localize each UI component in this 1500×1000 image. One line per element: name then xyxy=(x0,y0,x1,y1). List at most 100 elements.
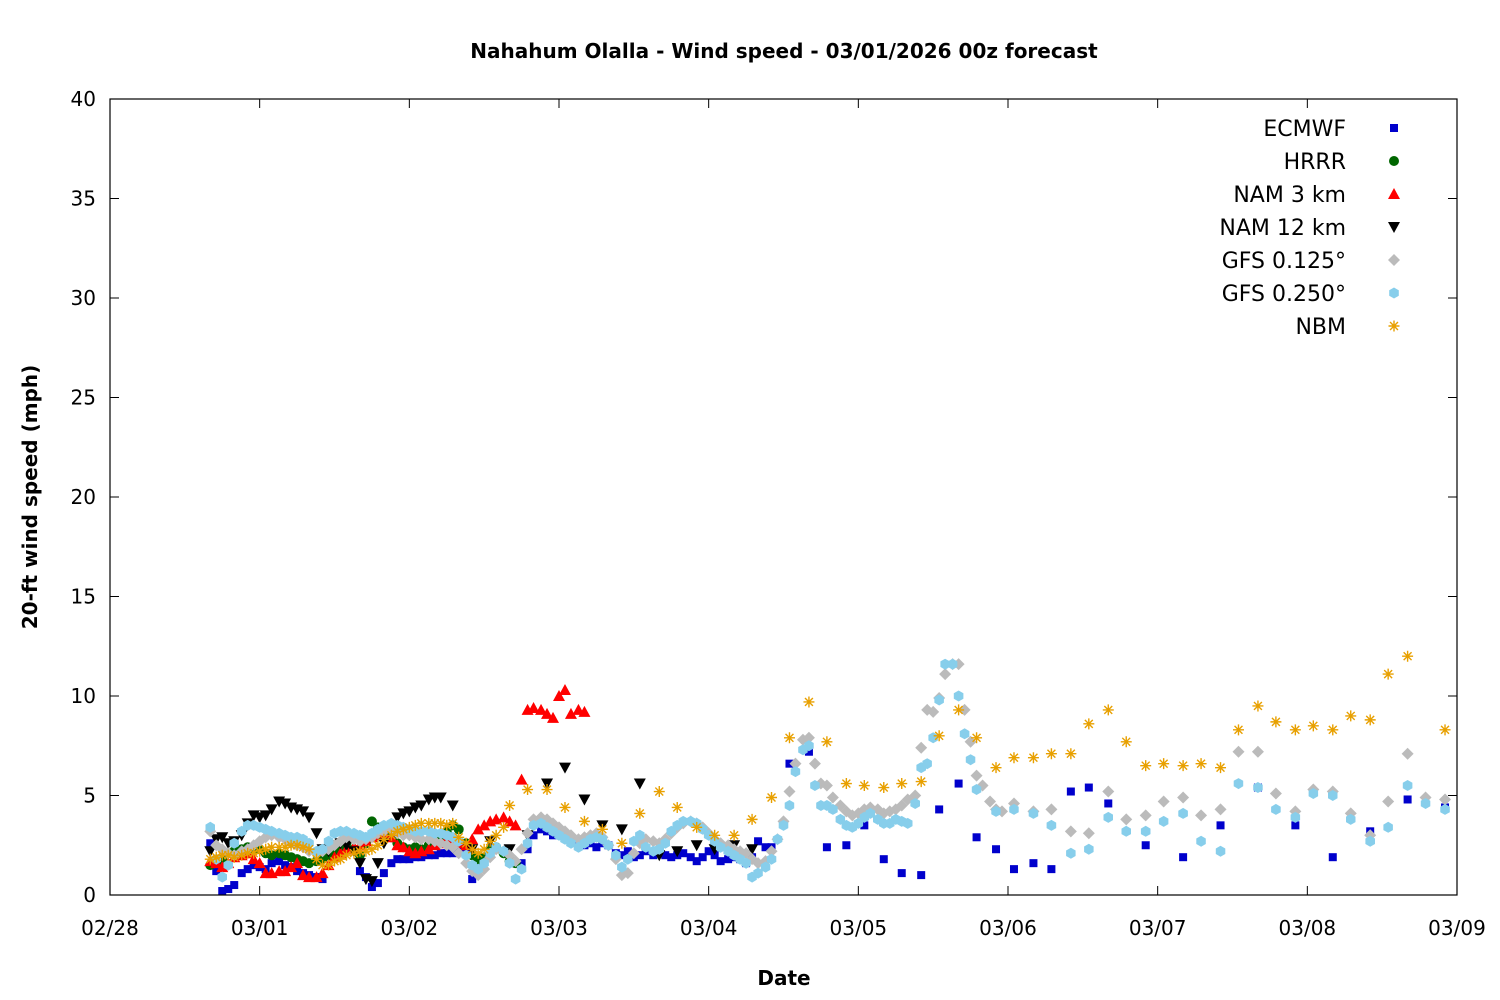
data-point xyxy=(971,784,982,795)
data-point xyxy=(323,859,335,871)
data-point xyxy=(617,851,626,860)
data-point xyxy=(1195,758,1207,770)
data-point xyxy=(397,823,409,835)
data-point xyxy=(971,732,983,744)
data-point xyxy=(840,778,852,790)
data-point xyxy=(304,858,315,869)
data-point xyxy=(267,859,276,868)
data-point xyxy=(1440,803,1450,815)
data-point xyxy=(266,841,278,853)
data-point xyxy=(641,841,651,853)
data-point xyxy=(1382,795,1395,808)
data-point xyxy=(230,881,239,890)
data-point xyxy=(442,849,451,858)
data-point xyxy=(371,858,384,870)
data-point xyxy=(992,845,1001,854)
data-point xyxy=(915,741,928,754)
series-3 xyxy=(204,762,759,888)
data-point xyxy=(243,865,252,874)
data-point xyxy=(341,825,352,837)
data-point xyxy=(460,837,472,849)
data-point xyxy=(661,851,670,860)
data-point xyxy=(423,817,435,829)
data-point xyxy=(1139,809,1152,822)
y-tick-label: 15 xyxy=(71,585,96,609)
data-point xyxy=(804,747,813,756)
data-point xyxy=(634,807,646,819)
data-point xyxy=(479,857,489,869)
data-point xyxy=(397,841,410,853)
data-point xyxy=(686,853,695,862)
data-point xyxy=(1382,668,1394,680)
data-point xyxy=(468,875,477,884)
data-point xyxy=(766,791,778,803)
data-point xyxy=(435,817,447,829)
data-point xyxy=(820,779,833,792)
data-point xyxy=(275,857,284,866)
legend-label: NAM 12 km xyxy=(1219,216,1346,241)
data-point xyxy=(1008,752,1020,764)
data-point xyxy=(810,780,820,791)
data-point xyxy=(521,827,534,840)
data-point xyxy=(603,839,614,851)
data-point xyxy=(1290,811,1301,823)
data-point xyxy=(285,839,297,851)
data-point xyxy=(947,658,958,670)
data-point xyxy=(865,807,876,819)
x-tick-label: 03/04 xyxy=(680,916,738,940)
data-point xyxy=(466,843,478,855)
data-point xyxy=(564,707,577,719)
data-point xyxy=(1140,760,1152,772)
data-point xyxy=(715,841,726,853)
x-tick-label: 03/01 xyxy=(231,916,289,940)
data-point xyxy=(222,849,234,861)
data-point xyxy=(596,823,608,835)
data-point xyxy=(466,833,479,845)
data-point xyxy=(826,791,839,804)
data-point xyxy=(728,829,740,841)
data-point xyxy=(954,779,963,788)
data-point xyxy=(953,690,964,702)
data-point xyxy=(254,845,266,857)
data-point xyxy=(935,805,944,814)
data-point xyxy=(490,829,502,841)
data-point xyxy=(928,732,938,744)
data-point xyxy=(879,855,888,864)
data-point xyxy=(285,861,298,873)
data-point xyxy=(617,861,627,873)
data-point xyxy=(1253,782,1263,793)
data-point xyxy=(547,711,560,723)
legend-marker xyxy=(1389,156,1399,166)
legend-label: HRRR xyxy=(1284,150,1346,175)
data-point xyxy=(217,871,227,883)
x-tick-label: 03/02 xyxy=(381,916,439,940)
data-point xyxy=(616,837,628,849)
data-point xyxy=(303,843,315,855)
data-point xyxy=(1141,841,1150,850)
data-point xyxy=(429,817,441,829)
data-point xyxy=(1140,825,1151,837)
data-point xyxy=(541,784,553,796)
data-point xyxy=(372,839,384,851)
data-point xyxy=(415,817,427,829)
y-tick-label: 20 xyxy=(71,485,96,509)
data-point xyxy=(316,867,329,879)
data-point xyxy=(927,705,940,718)
data-point xyxy=(504,799,516,811)
data-point xyxy=(671,846,684,858)
data-point xyxy=(391,812,404,824)
data-point xyxy=(206,839,215,848)
data-point xyxy=(527,701,540,713)
data-point xyxy=(205,821,215,833)
data-point xyxy=(415,800,428,812)
data-point xyxy=(909,789,922,802)
legend-label: ECMWF xyxy=(1263,117,1346,142)
data-point xyxy=(559,801,571,813)
data-point xyxy=(446,800,459,812)
data-point xyxy=(310,828,323,840)
data-point xyxy=(623,853,633,865)
data-point xyxy=(760,861,771,873)
data-point xyxy=(698,853,707,862)
data-point xyxy=(553,690,565,701)
x-tick-label: 02/28 xyxy=(81,916,139,940)
